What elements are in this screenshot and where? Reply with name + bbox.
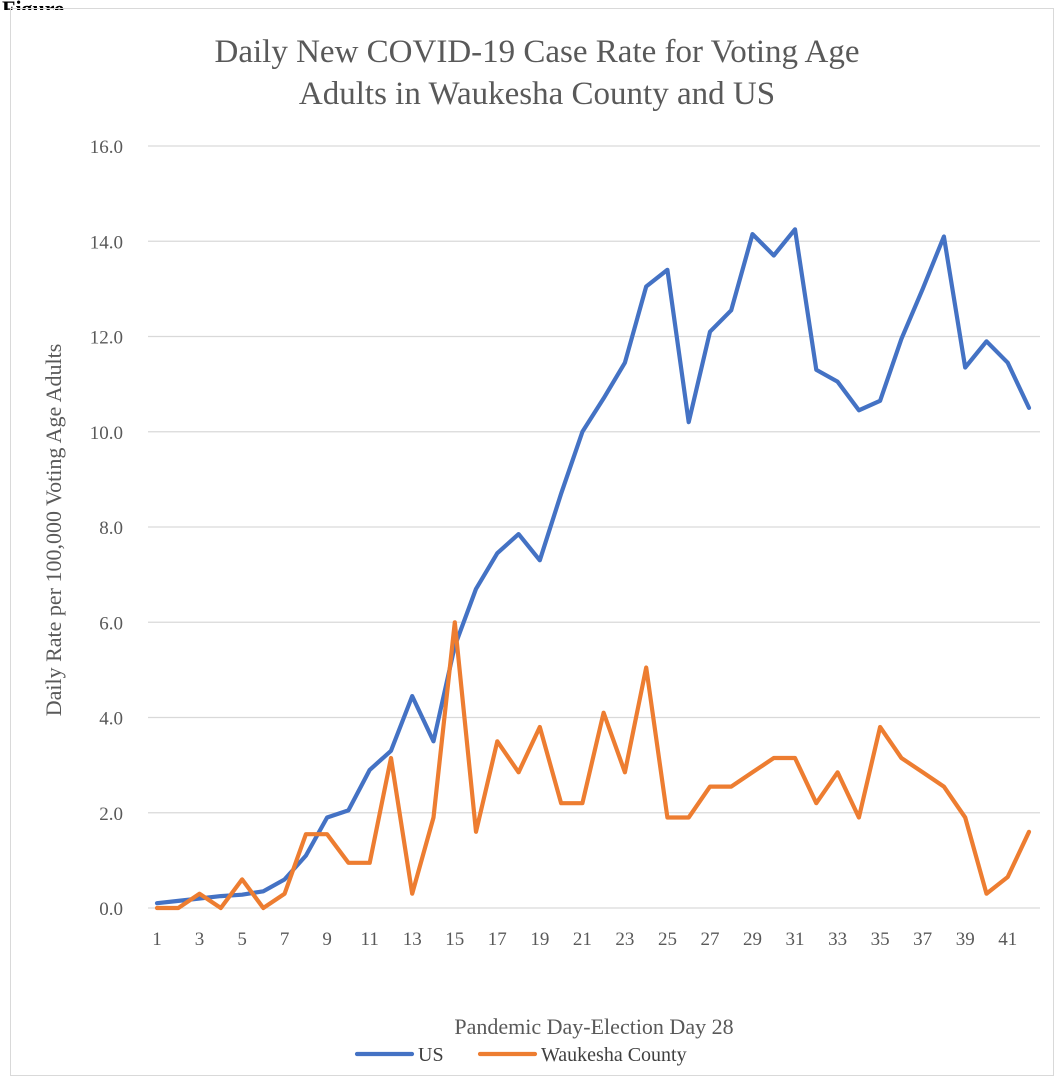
chart-frame (10, 8, 1054, 1076)
y-tick-label: 6.0 (99, 613, 123, 634)
x-tick-label: 29 (743, 929, 762, 950)
x-tick-label: 5 (237, 929, 247, 950)
y-tick-label: 14.0 (90, 232, 123, 253)
y-axis-ticks: 0.0 2.0 4.0 6.0 8.0 10.0 12.0 14.0 16.0 (90, 137, 123, 920)
x-tick-label: 1 (152, 929, 162, 950)
x-tick-label: 15 (445, 929, 464, 950)
x-tick-label: 25 (658, 929, 677, 950)
series-line-us (154, 227, 1032, 906)
y-tick-label: 2.0 (99, 804, 123, 825)
y-tick-label: 10.0 (90, 423, 123, 444)
x-tick-label: 23 (615, 929, 634, 950)
y-tick-label: 12.0 (90, 328, 123, 349)
x-axis-label: Pandemic Day-Election Day 28 (454, 1014, 733, 1039)
legend-label: Waukesha County (541, 1044, 687, 1066)
y-tick-label: 4.0 (99, 709, 123, 730)
x-tick-label: 13 (403, 929, 422, 950)
chart-title-line-1: Daily New COVID-19 Case Rate for Voting … (215, 34, 860, 70)
legend-item: US (354, 1044, 444, 1066)
x-tick-label: 17 (488, 929, 507, 950)
figure-label: Figure (2, 0, 64, 10)
x-tick-label: 3 (195, 929, 205, 950)
x-tick-label: 27 (700, 929, 719, 950)
gridlines (148, 145, 1040, 909)
x-tick-label: 11 (361, 929, 379, 950)
series-line-waukesha-county (154, 620, 1032, 911)
y-axis-label: Daily Rate per 100,000 Voting Age Adults (41, 344, 66, 717)
x-tick-label: 33 (828, 929, 847, 950)
x-tick-label: 7 (280, 929, 290, 950)
x-tick-label: 35 (871, 929, 890, 950)
x-tick-label: 31 (786, 929, 805, 950)
y-tick-label: 0.0 (99, 899, 123, 920)
x-tick-label: 41 (998, 929, 1017, 950)
chart-title-line-2: Adults in Waukesha County and US (299, 76, 775, 112)
x-axis-ticks: 1 3 5 7 9 11 13 15 17 19 21 23 25 27 29 31 33 35 37 39 41 (152, 929, 1017, 950)
y-tick-label: 16.0 (90, 137, 123, 158)
x-tick-label: 21 (573, 929, 592, 950)
legend-item: Waukesha County (477, 1044, 687, 1066)
x-tick-label: 39 (956, 929, 975, 950)
x-tick-label: 19 (530, 929, 549, 950)
legend-label: US (418, 1044, 444, 1066)
y-tick-label: 8.0 (99, 518, 123, 539)
legend: US Waukesha County (354, 1044, 687, 1066)
series-lines (154, 227, 1032, 911)
x-tick-label: 37 (913, 929, 932, 950)
x-tick-label: 9 (322, 929, 332, 950)
